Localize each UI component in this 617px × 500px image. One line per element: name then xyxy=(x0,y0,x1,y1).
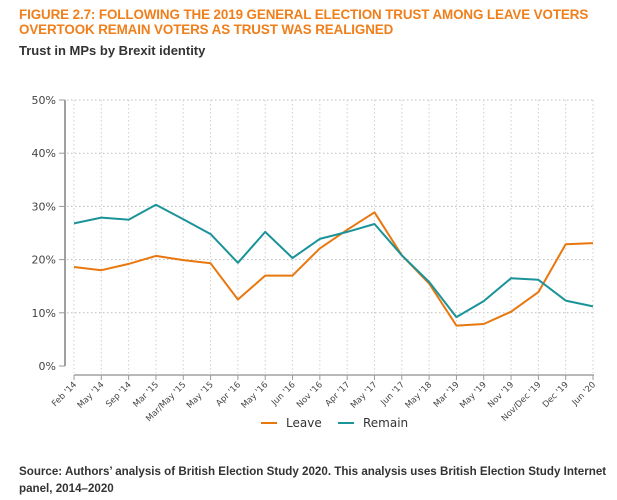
y-tick-label: 10% xyxy=(32,307,56,320)
y-tick-label: 20% xyxy=(32,254,56,267)
figure-title: FIGURE 2.7: FOLLOWING THE 2019 GENERAL E… xyxy=(19,7,589,37)
legend: Leave Remain xyxy=(261,416,408,430)
x-tick-label: May '17 xyxy=(349,380,380,411)
x-tick-label: May '15 xyxy=(185,380,216,411)
x-tick-label: Jun '16 xyxy=(269,380,297,408)
x-tick-label: Mar '19 xyxy=(432,380,462,410)
y-tick-label: 30% xyxy=(32,200,56,213)
x-tick-label: Apr '17 xyxy=(324,380,353,409)
y-axis-ticks: 0% 10% 20% 30% 40% 50% xyxy=(32,94,65,373)
x-tick-label: Apr '16 xyxy=(214,380,243,409)
gridlines xyxy=(67,99,595,373)
x-tick-label: Jun '20 xyxy=(570,380,598,408)
x-tick-label: Feb '14 xyxy=(50,380,79,409)
chart-subtitle: Trust in MPs by Brexit identity xyxy=(19,43,206,58)
axes xyxy=(64,100,594,376)
x-tick-label: May '18 xyxy=(404,380,435,411)
x-tick-label: Dec '19 xyxy=(541,380,571,410)
series-lines xyxy=(73,203,594,327)
x-tick-label: May '19 xyxy=(458,380,489,411)
x-tick-label: May '16 xyxy=(240,380,271,411)
legend-label-leave: Leave xyxy=(286,416,322,430)
y-tick-label: 0% xyxy=(39,360,56,373)
legend-label-remain: Remain xyxy=(363,416,408,430)
series-line-leave xyxy=(73,211,594,327)
x-tick-label: Nov '16 xyxy=(295,380,325,410)
x-tick-label: Sep '14 xyxy=(104,380,134,410)
y-tick-label: 50% xyxy=(32,94,56,107)
y-tick-label: 40% xyxy=(32,147,56,160)
x-tick-label: May '14 xyxy=(76,380,107,411)
series-line-remain xyxy=(73,203,594,319)
source-note: Source: Authors’ analysis of British Ele… xyxy=(19,465,607,495)
